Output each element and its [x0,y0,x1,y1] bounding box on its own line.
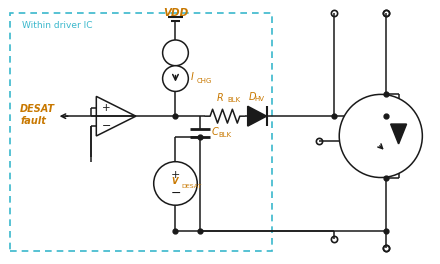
Text: Within driver IC: Within driver IC [22,21,92,30]
Text: HV: HV [255,96,264,102]
Circle shape [163,66,188,91]
Text: D: D [249,92,256,102]
Text: −: − [170,187,181,200]
Text: CHG: CHG [196,78,212,83]
Polygon shape [391,124,407,144]
Text: DESAT: DESAT [20,104,55,114]
Circle shape [163,40,188,66]
Text: I: I [191,72,193,82]
Text: fault: fault [20,116,46,126]
Text: V: V [171,177,178,186]
Bar [10,13,272,251]
Circle shape [339,95,422,177]
Circle shape [154,162,197,205]
Text: BLK: BLK [218,132,231,138]
Text: DESAT: DESAT [181,184,202,189]
Text: R: R [217,93,224,103]
Text: −: − [102,121,112,131]
Text: C: C [212,127,219,137]
Text: +: + [102,103,111,113]
Polygon shape [248,106,267,126]
Text: BLK: BLK [227,97,240,103]
Text: VDD: VDD [163,8,188,18]
Text: +: + [171,169,180,180]
